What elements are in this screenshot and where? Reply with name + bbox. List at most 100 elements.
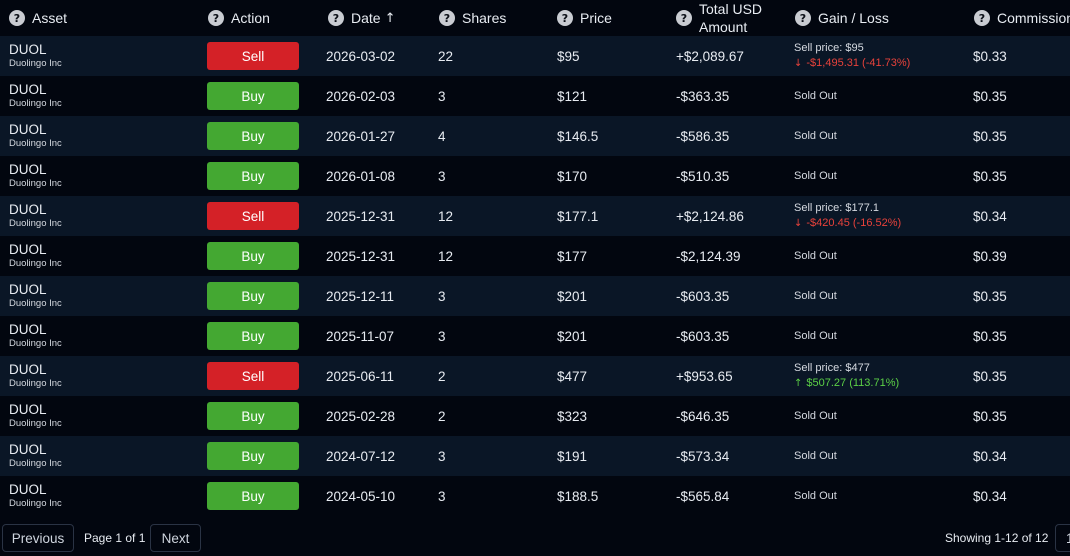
asset-ticker: DUOL xyxy=(9,202,47,217)
question-circle-icon[interactable]: ? xyxy=(9,10,25,26)
page-size-select[interactable]: 1 xyxy=(1055,524,1070,552)
column-header-total-usd-amount[interactable]: ? Total USD Amount xyxy=(676,0,762,36)
column-header-date[interactable]: ? Date ↑ xyxy=(328,0,395,36)
next-button[interactable]: Next xyxy=(150,524,201,552)
sell-price: Sell price: $477 xyxy=(794,362,870,374)
buy-button[interactable]: Buy xyxy=(207,242,299,270)
arrow-up-icon[interactable]: ↑ xyxy=(384,10,396,26)
question-circle-icon[interactable]: ? xyxy=(676,10,692,26)
gain-loss-cell: Sell price: $177.1 ↓ -$420.45 (-16.52%) xyxy=(794,196,901,236)
date-cell: 2025-12-31 xyxy=(326,248,396,264)
asset-cell: DUOL Duolingo Inc xyxy=(9,156,62,196)
price-cell: $201 xyxy=(557,328,588,344)
question-circle-icon[interactable]: ? xyxy=(208,10,224,26)
gain-loss-cell: Sell price: $477 ↑ $507.27 (113.71%) xyxy=(794,356,899,396)
total-usd-cell: -$363.35 xyxy=(676,88,730,104)
previous-button[interactable]: Previous xyxy=(2,524,74,552)
buy-button[interactable]: Buy xyxy=(207,402,299,430)
date-cell: 2026-01-27 xyxy=(326,128,396,144)
table-row: DUOL Duolingo Inc Buy 2025-02-28 2 $323 -$646.… xyxy=(0,396,1070,436)
question-circle-icon[interactable]: ? xyxy=(439,10,455,26)
buy-button[interactable]: Buy xyxy=(207,162,299,190)
asset-cell: DUOL Duolingo Inc xyxy=(9,116,62,156)
question-circle-icon[interactable]: ? xyxy=(328,10,344,26)
price-cell: $121 xyxy=(557,88,588,104)
buy-button[interactable]: Buy xyxy=(207,122,299,150)
table-row: DUOL Duolingo Inc Sell 2025-12-31 12 $177.1 +$… xyxy=(0,196,1070,236)
buy-button[interactable]: Buy xyxy=(207,322,299,350)
commission-cell: $0.35 xyxy=(973,128,1007,144)
asset-ticker: DUOL xyxy=(9,122,47,137)
date-cell: 2026-02-03 xyxy=(326,88,396,104)
gain-loss-change: ↓ -$420.45 (-16.52%) xyxy=(794,216,901,231)
date-cell: 2025-12-31 xyxy=(326,208,396,224)
column-header-shares[interactable]: ? Shares xyxy=(439,0,506,36)
total-usd-cell: +$953.65 xyxy=(676,368,733,384)
commission-cell: $0.35 xyxy=(973,88,1007,104)
column-header-label: Date xyxy=(351,10,381,26)
action-cell: Buy xyxy=(207,396,299,436)
sold-out-status: Sold Out xyxy=(794,130,837,142)
column-header-action[interactable]: ? Action xyxy=(208,0,270,36)
arrow-up-icon: ↑ xyxy=(794,378,803,389)
sell-button[interactable]: Sell xyxy=(207,362,299,390)
question-circle-icon[interactable]: ? xyxy=(557,10,573,26)
sell-button[interactable]: Sell xyxy=(207,42,299,70)
question-circle-icon[interactable]: ? xyxy=(795,10,811,26)
commission-cell: $0.35 xyxy=(973,408,1007,424)
shares-cell: 3 xyxy=(438,448,446,464)
sold-out-status: Sold Out xyxy=(794,90,837,102)
date-cell: 2025-11-07 xyxy=(326,328,395,344)
gain-loss-cell: Sold Out xyxy=(794,76,837,116)
shares-cell: 12 xyxy=(438,248,454,264)
sell-button[interactable]: Sell xyxy=(207,202,299,230)
asset-ticker: DUOL xyxy=(9,442,47,457)
asset-company: Duolingo Inc xyxy=(9,98,62,109)
asset-ticker: DUOL xyxy=(9,402,47,417)
table-row: DUOL Duolingo Inc Buy 2025-11-07 3 $201 -$603.… xyxy=(0,316,1070,356)
shares-cell: 22 xyxy=(438,48,454,64)
gain-loss-change: ↑ $507.27 (113.71%) xyxy=(794,376,899,391)
pagination-bar: Previous Page 1 of 1 Next Showing 1-12 o… xyxy=(0,516,1070,556)
commission-cell: $0.33 xyxy=(973,48,1007,64)
buy-button[interactable]: Buy xyxy=(207,442,299,470)
action-cell: Buy xyxy=(207,436,299,476)
table-row: DUOL Duolingo Inc Buy 2026-01-08 3 $170 -$510.… xyxy=(0,156,1070,196)
asset-ticker: DUOL xyxy=(9,162,47,177)
buy-button[interactable]: Buy xyxy=(207,282,299,310)
gain-loss-cell: Sold Out xyxy=(794,156,837,196)
total-usd-cell: -$646.35 xyxy=(676,408,730,424)
price-cell: $95 xyxy=(557,48,580,64)
column-header-label: Asset xyxy=(32,10,68,26)
action-cell: Buy xyxy=(207,316,299,356)
column-header-asset[interactable]: ? Asset xyxy=(9,0,67,36)
arrow-down-icon: ↓ xyxy=(794,58,803,69)
column-header-label: Shares xyxy=(462,10,507,26)
column-header-price[interactable]: ? Price xyxy=(557,0,612,36)
question-circle-icon[interactable]: ? xyxy=(974,10,990,26)
commission-cell: $0.35 xyxy=(973,168,1007,184)
buy-button[interactable]: Buy xyxy=(207,482,299,510)
total-usd-cell: +$2,124.86 xyxy=(676,208,744,224)
total-usd-cell: -$2,124.39 xyxy=(676,248,741,264)
total-usd-cell: -$510.35 xyxy=(676,168,730,184)
gain-loss-cell: Sell price: $95 ↓ -$1,495.31 (-41.73%) xyxy=(794,36,910,76)
commission-cell: $0.34 xyxy=(973,488,1007,504)
asset-cell: DUOL Duolingo Inc xyxy=(9,236,62,276)
sold-out-status: Sold Out xyxy=(794,490,837,502)
date-cell: 2026-01-08 xyxy=(326,168,396,184)
asset-ticker: DUOL xyxy=(9,322,47,337)
column-header-commission[interactable]: ? Commission xyxy=(974,0,1070,36)
asset-company: Duolingo Inc xyxy=(9,418,62,429)
buy-button[interactable]: Buy xyxy=(207,82,299,110)
table-row: DUOL Duolingo Inc Buy 2026-02-03 3 $121 -$363.… xyxy=(0,76,1070,116)
commission-cell: $0.35 xyxy=(973,328,1007,344)
column-header-gain-loss[interactable]: ? Gain / Loss xyxy=(795,0,889,36)
table-row: DUOL Duolingo Inc Buy 2024-05-10 3 $188.5 -$56… xyxy=(0,476,1070,516)
shares-cell: 2 xyxy=(438,368,446,384)
asset-cell: DUOL Duolingo Inc xyxy=(9,276,62,316)
shares-cell: 3 xyxy=(438,168,446,184)
gain-loss-value: -$1,495.31 (-41.73%) xyxy=(806,57,911,69)
gain-loss-cell: Sold Out xyxy=(794,116,837,156)
asset-cell: DUOL Duolingo Inc xyxy=(9,36,62,76)
